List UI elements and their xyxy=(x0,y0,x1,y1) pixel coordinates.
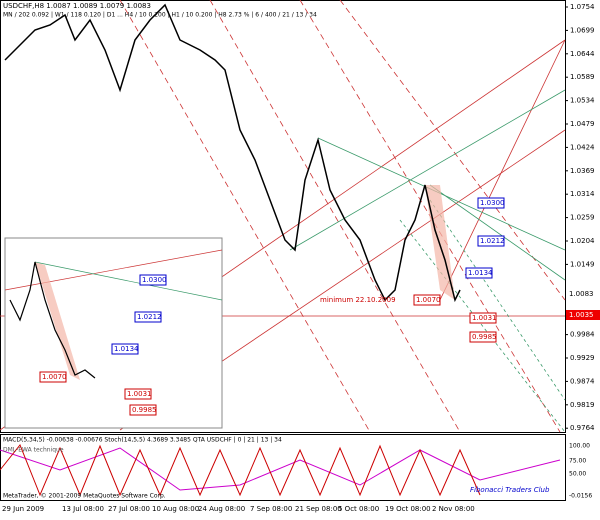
price-tag xyxy=(566,310,600,320)
inset-level-box xyxy=(39,371,67,383)
minimum-label: minimum 22.10.2009 xyxy=(320,296,396,304)
inset-level-box xyxy=(139,274,167,286)
level-box xyxy=(469,331,497,343)
date-label: 5 Oct 08:00 xyxy=(338,505,379,513)
date-label: 13 Jul 08:00 xyxy=(62,505,104,513)
price-label: 1.0259 xyxy=(570,214,595,222)
symbol-line: USDCHF,H8 1.0087 1.0089 1.0079 1.0083 xyxy=(3,2,151,10)
indicator-axis-label: -0.0156 xyxy=(569,493,592,500)
indicator-axis-label: 100.00 xyxy=(569,443,590,450)
price-label: 1.0754 xyxy=(570,3,595,11)
indicator-frame xyxy=(0,434,566,501)
level-label: 1.0212 xyxy=(480,237,505,245)
inset-level-box xyxy=(111,343,139,355)
date-label: 29 Jun 2009 xyxy=(2,505,44,513)
price-label: 0.9819 xyxy=(570,401,595,409)
level-label: 1.0300 xyxy=(480,199,505,207)
price-label: 0.9929 xyxy=(570,354,595,362)
inset-level-label: 1.0300 xyxy=(142,276,167,284)
price-label: 1.0699 xyxy=(570,26,595,34)
inset-line xyxy=(34,261,223,301)
level-label: 1.0031 xyxy=(472,314,497,322)
price-label: 1.0479 xyxy=(570,120,595,128)
technique-label: DML-EWA technique xyxy=(3,447,64,454)
date-label: 21 Sep 08:00 xyxy=(295,505,342,513)
price-tag xyxy=(566,289,600,299)
price-label: 1.0369 xyxy=(570,167,595,175)
info-line: MN / 202 0.092 | W1 / 118 0.120 | D1 ...… xyxy=(3,12,317,19)
date-label: 24 Aug 08:00 xyxy=(198,505,245,513)
level-label: 1.0070 xyxy=(416,296,441,304)
price-label: 1.0149 xyxy=(570,260,595,268)
inset-level-label: 1.0212 xyxy=(137,313,162,321)
price-label: 1.0589 xyxy=(570,73,595,81)
level-box xyxy=(413,294,441,306)
price-tag-label: 1.0083 xyxy=(569,290,594,298)
level-label: 0.9985 xyxy=(472,333,497,341)
level-box xyxy=(477,235,505,247)
price-label: 1.0424 xyxy=(570,143,595,151)
price-label: 0.9984 xyxy=(570,331,595,339)
level-box xyxy=(477,197,505,209)
inset-level-label: 0.9985 xyxy=(132,406,157,414)
price-label: 0.9764 xyxy=(570,424,595,432)
price-label: 0.9874 xyxy=(570,377,595,385)
price-path xyxy=(4,3,461,303)
club-label: Fibonacci Traders Club xyxy=(470,486,550,494)
channel-lines xyxy=(289,89,566,433)
stoch-line xyxy=(0,444,481,497)
date-label: 19 Oct 08:00 xyxy=(385,505,431,513)
inset xyxy=(4,237,223,429)
date-label: 10 Aug 08:00 xyxy=(152,505,199,513)
price-label: 1.0204 xyxy=(570,237,595,245)
price-label: 1.0314 xyxy=(570,190,595,198)
price-label: 1.0534 xyxy=(570,97,595,105)
date-label: 7 Sep 08:00 xyxy=(250,505,292,513)
price-label: 1.0644 xyxy=(570,50,595,58)
indicator-axis-label: 75.00 xyxy=(569,458,586,465)
date-label: 2 Nov 08:00 xyxy=(432,505,475,513)
inset-level-label: 1.0134 xyxy=(114,345,139,353)
level-box xyxy=(469,312,497,324)
inset-zone xyxy=(35,262,80,380)
inset-level-box xyxy=(134,311,162,323)
copyright: MetaTrader, © 2001-2009 MetaQuotes Softw… xyxy=(3,493,166,500)
inset-price xyxy=(9,261,96,379)
main-frame xyxy=(0,0,566,433)
indicator-axis-label: 50.00 xyxy=(569,471,586,478)
inset-level-label: 1.0031 xyxy=(127,390,152,398)
price-tag-label: 1.0035 xyxy=(569,311,594,319)
date-label: 27 Jul 08:00 xyxy=(108,505,150,513)
inset-level-label: 1.0070 xyxy=(42,373,67,381)
inset-level-box xyxy=(124,388,152,400)
indicator-label: MACD(5,34,5) -0.00638 -0.00676 Stoch(14,… xyxy=(3,437,282,444)
level-box xyxy=(465,267,493,279)
level-label: 1.0134 xyxy=(468,269,493,277)
inset-level-box xyxy=(129,404,157,416)
